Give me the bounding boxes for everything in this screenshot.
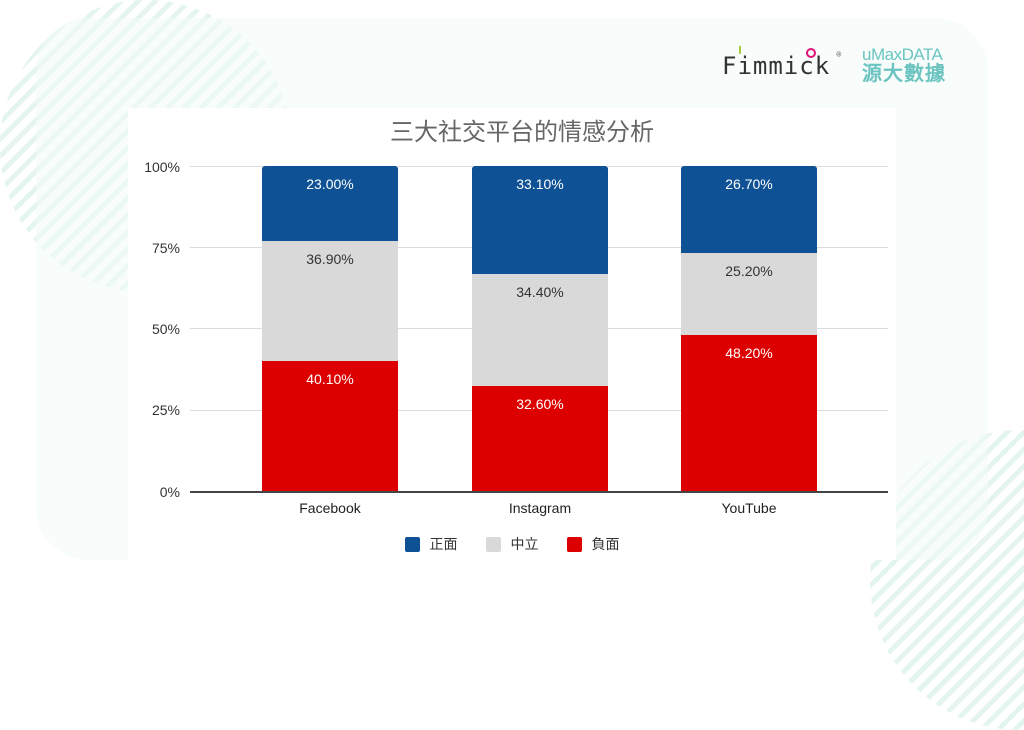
y-tick-75: 75% xyxy=(151,240,180,256)
registered-mark: ® xyxy=(836,50,843,59)
legend-label-neutral: 中立 xyxy=(510,536,539,552)
logo-accent-bar xyxy=(739,46,741,54)
x-label-youtube: YouTube xyxy=(721,500,777,516)
bar-segment-instagram-0: 32.60% xyxy=(472,385,608,492)
data-label: 25.20% xyxy=(725,262,773,279)
chart-title: 三大社交平台的情感分析 xyxy=(128,112,896,147)
data-label: 34.40% xyxy=(516,283,564,300)
bar-segment-instagram-2: 33.10% xyxy=(472,165,608,274)
x-label-facebook: Facebook xyxy=(299,500,361,516)
x-label-instagram: Instagram xyxy=(508,500,572,516)
bar-segment-facebook-1: 36.90% xyxy=(262,240,398,362)
legend-item-negative: 負面 xyxy=(566,534,620,554)
bar-segment-youtube-1: 25.20% xyxy=(681,252,817,335)
chart-title-text: 三大社交平台的情感分析 xyxy=(390,119,654,146)
data-label: 48.20% xyxy=(725,344,773,361)
chart-legend: 正面 中立 負面 xyxy=(0,534,1024,554)
legend-label-positive: 正面 xyxy=(429,536,458,552)
umaxdata-logo-zh: 源大數據 xyxy=(862,63,946,85)
data-label: 26.70% xyxy=(725,175,773,192)
legend-swatch-positive xyxy=(404,536,420,552)
data-label: 23.00% xyxy=(306,176,354,192)
y-tick-50: 50% xyxy=(151,321,180,337)
logo-accent-dot xyxy=(806,48,816,58)
legend-swatch-negative xyxy=(566,536,582,552)
legend-swatch-neutral xyxy=(485,536,501,552)
data-label: 33.10% xyxy=(516,175,564,192)
bar-segment-youtube-2: 26.70% xyxy=(681,165,817,253)
umaxdata-logo: uMaxDATA 源大數據 xyxy=(862,46,946,84)
data-label: 40.10% xyxy=(306,371,354,388)
bar-segment-facebook-0: 40.10% xyxy=(262,361,398,492)
data-label: 32.60% xyxy=(516,395,564,412)
data-label: 36.90% xyxy=(306,250,354,267)
y-tick-0: 0% xyxy=(159,484,180,500)
y-tick-100: 100% xyxy=(144,159,180,175)
legend-item-neutral: 中立 xyxy=(485,534,539,554)
x-axis-baseline xyxy=(190,491,888,493)
umaxdata-logo-en: uMaxDATA xyxy=(862,45,943,64)
legend-item-positive: 正面 xyxy=(404,534,458,554)
fimmick-logo: Fimmick ® xyxy=(722,46,841,80)
bar-segment-instagram-1: 34.40% xyxy=(472,273,608,386)
legend-label-negative: 負面 xyxy=(591,536,620,552)
y-axis: 100% 75% 50% 25% 0% xyxy=(128,0,180,576)
bar-segment-facebook-2: 23.00% xyxy=(262,166,398,241)
y-tick-25: 25% xyxy=(151,402,180,418)
bar-segment-youtube-0: 48.20% xyxy=(681,334,817,492)
